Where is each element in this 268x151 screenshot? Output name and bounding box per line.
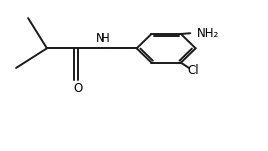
Text: O: O: [73, 82, 82, 95]
Text: NH₂: NH₂: [197, 27, 219, 40]
Text: Cl: Cl: [188, 64, 199, 77]
Text: H: H: [101, 32, 109, 45]
Text: N: N: [96, 32, 105, 45]
